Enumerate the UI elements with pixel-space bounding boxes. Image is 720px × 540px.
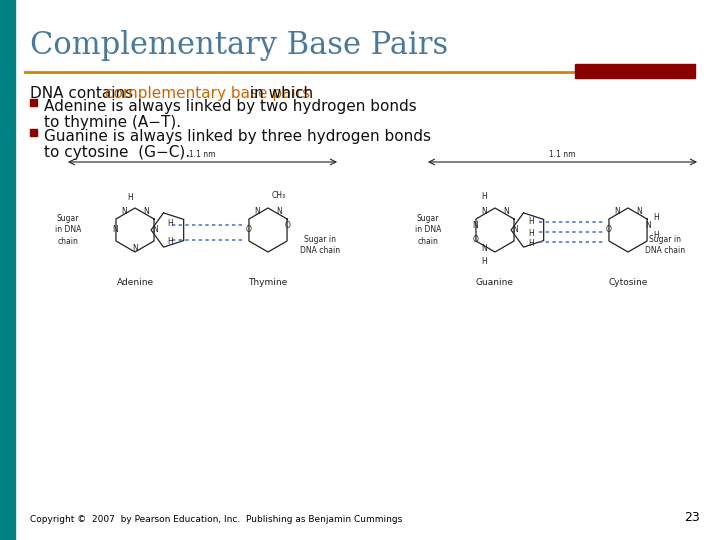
- Text: DNA contains: DNA contains: [30, 86, 138, 101]
- Text: to cytosine  (G−C).: to cytosine (G−C).: [44, 145, 190, 160]
- Text: N: N: [481, 207, 487, 216]
- Text: O: O: [246, 226, 251, 234]
- Text: H: H: [127, 193, 133, 202]
- Text: O: O: [472, 235, 478, 245]
- Text: Copyright ©  2007  by Pearson Education, Inc.  Publishing as Benjamin Cummings: Copyright © 2007 by Pearson Education, I…: [30, 515, 402, 524]
- Text: N: N: [254, 207, 260, 216]
- Text: H: H: [653, 231, 659, 240]
- Text: N: N: [276, 207, 282, 216]
- Text: H: H: [528, 240, 534, 248]
- Text: Complementary Base Pairs: Complementary Base Pairs: [30, 30, 449, 61]
- Text: to thymine (A−T).: to thymine (A−T).: [44, 115, 181, 130]
- Text: 1.1 nm: 1.1 nm: [549, 150, 576, 159]
- Text: H: H: [481, 257, 487, 266]
- Text: N: N: [472, 220, 478, 230]
- Text: in which: in which: [245, 86, 312, 101]
- Text: H: H: [167, 219, 173, 228]
- Text: N: N: [481, 244, 487, 253]
- Text: Adenine: Adenine: [117, 278, 153, 287]
- Text: Sugar in
DNA chain: Sugar in DNA chain: [300, 235, 340, 255]
- Text: N: N: [512, 226, 518, 234]
- Text: N: N: [645, 220, 651, 230]
- Text: N: N: [152, 226, 158, 234]
- Text: H: H: [481, 192, 487, 201]
- Text: N: N: [112, 226, 118, 234]
- Text: 23: 23: [684, 511, 700, 524]
- Text: O: O: [285, 220, 291, 230]
- Text: Thymine: Thymine: [248, 278, 287, 287]
- Text: Adenine is always linked by two hydrogen bonds: Adenine is always linked by two hydrogen…: [44, 99, 417, 114]
- Text: H: H: [167, 238, 173, 246]
- Text: N: N: [121, 207, 127, 216]
- Text: CH₃: CH₃: [272, 191, 286, 200]
- Text: Sugar
in DNA
chain: Sugar in DNA chain: [415, 214, 441, 246]
- Text: Guanine: Guanine: [476, 278, 514, 287]
- Bar: [0, 0, 15, 540]
- Text: H: H: [528, 218, 534, 226]
- Text: Cytosine: Cytosine: [608, 278, 648, 287]
- Text: Sugar in
DNA chain: Sugar in DNA chain: [645, 235, 685, 255]
- Text: N: N: [614, 207, 620, 216]
- Text: Guanine is always linked by three hydrogen bonds: Guanine is always linked by three hydrog…: [44, 129, 431, 144]
- Text: O: O: [606, 226, 611, 234]
- Text: 1.1 nm: 1.1 nm: [189, 150, 216, 159]
- Text: complementary base pairs: complementary base pairs: [105, 86, 310, 101]
- Text: H: H: [653, 213, 659, 222]
- Text: H: H: [528, 230, 534, 239]
- Text: N: N: [636, 207, 642, 216]
- Bar: [30, 99, 37, 106]
- Bar: [575, 64, 695, 78]
- Text: N: N: [503, 207, 509, 216]
- Text: N: N: [143, 207, 149, 216]
- Text: N: N: [132, 244, 138, 253]
- Bar: [30, 129, 37, 136]
- Text: Sugar
in DNA
chain: Sugar in DNA chain: [55, 214, 81, 246]
